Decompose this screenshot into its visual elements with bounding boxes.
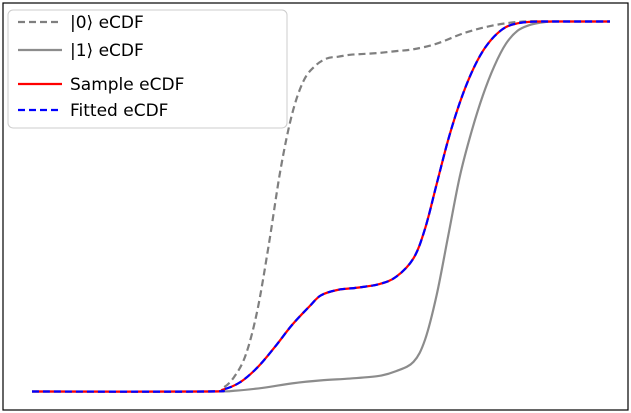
series-line-1: [31, 20, 610, 393]
series-line-0: [31, 20, 610, 393]
legend-label-0: |0⟩ eCDF: [70, 13, 144, 33]
series-line-3: [31, 20, 610, 393]
legend-label-1: |1⟩ eCDF: [70, 41, 144, 61]
legend-label-2: Sample eCDF: [70, 75, 184, 95]
legend-label-3: Fitted eCDF: [70, 101, 168, 121]
legend: |0⟩ eCDF |1⟩ eCDF Sample eCDF Fitted eCD…: [7, 9, 288, 129]
legend-box: [7, 9, 288, 129]
series-layer: [31, 20, 610, 393]
